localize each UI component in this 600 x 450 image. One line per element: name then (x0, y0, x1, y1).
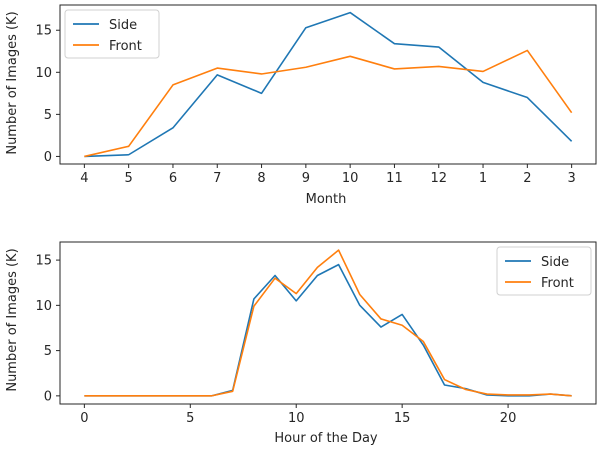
y-tick-label: 10 (35, 66, 52, 81)
y-tick-label: 5 (44, 108, 52, 123)
y-tick-label: 0 (44, 150, 52, 165)
y-axis-label-hour: Number of Images (K) (5, 248, 20, 391)
x-tick-label: 5 (125, 171, 133, 186)
legend-box (496, 246, 592, 296)
x-tick-label: 15 (394, 411, 411, 426)
y-tick-label: 15 (35, 254, 52, 269)
x-tick-label: 10 (288, 411, 305, 426)
x-tick-label: 6 (169, 171, 177, 186)
legend-label-side: Side (541, 255, 569, 270)
series-line-front (84, 249, 572, 397)
x-tick-label: 11 (386, 171, 403, 186)
legend-month: Side Front (64, 9, 160, 59)
chart-hour: 0 5 10 15 20 0 5 10 15 Hour of the Day Number of… (5, 241, 597, 446)
y-tick-label: 15 (35, 24, 52, 39)
x-tick-label: 9 (302, 171, 310, 186)
x-tick-label: 4 (80, 171, 88, 186)
legend-box (64, 9, 160, 59)
legend-hour: Side Front (496, 246, 592, 296)
legend-label-side: Side (109, 18, 137, 33)
plot-area-hour: 0 5 10 15 20 0 5 10 15 (35, 241, 597, 426)
x-axis-label-month: Month (306, 192, 347, 207)
x-tick-label: 1 (479, 171, 487, 186)
y-axis-label-month: Number of Images (K) (5, 11, 20, 154)
x-tick-label: 8 (257, 171, 265, 186)
series-line-side (84, 11, 573, 158)
x-tick-label: 3 (567, 171, 575, 186)
legend-label-front: Front (109, 39, 142, 54)
x-tick-label: 5 (186, 411, 194, 426)
x-axis-label-hour: Hour of the Day (274, 431, 378, 446)
x-tick-label: 7 (213, 171, 221, 186)
legend-label-front: Front (541, 276, 574, 291)
x-tick-label: 12 (430, 171, 447, 186)
x-tick-label: 20 (500, 411, 517, 426)
x-tick-label: 0 (80, 411, 88, 426)
x-tick-label: 10 (342, 171, 359, 186)
y-tick-label: 5 (44, 344, 52, 359)
series-line-front (84, 49, 573, 158)
axes-frame (59, 241, 597, 405)
axes-frame (59, 4, 597, 165)
x-tick-label: 2 (523, 171, 531, 186)
y-tick-label: 0 (44, 389, 52, 404)
y-tick-label: 10 (35, 299, 52, 314)
